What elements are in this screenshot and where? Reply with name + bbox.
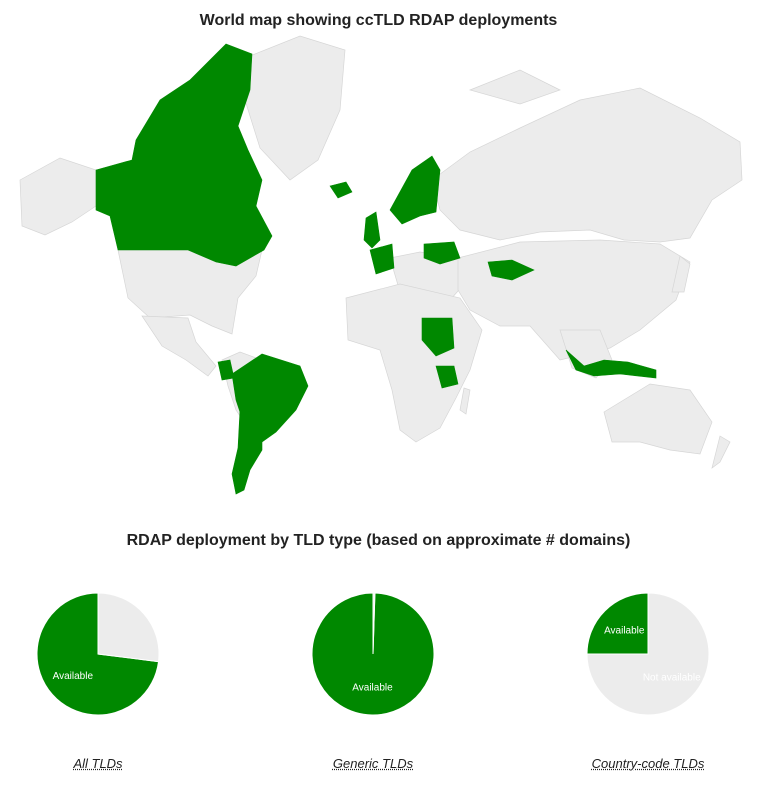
pies-title: RDAP deployment by TLD type (based on ap…: [126, 532, 631, 549]
deployed-countries: [95, 43, 657, 495]
pie-chart-2: Available Not available: [586, 592, 710, 716]
pie-caption-country-code-tlds[interactable]: Country-code TLDs: [591, 756, 705, 771]
pie-slice-not-available[interactable]: [97, 592, 160, 663]
country-ukraine: [423, 241, 461, 265]
pie-caption-generic-tlds[interactable]: Generic TLDs: [332, 756, 414, 771]
country-iceland: [329, 181, 353, 199]
pie-slice-label: Available: [604, 625, 645, 636]
country-madagascar: [459, 387, 471, 415]
pie-caption-all-tlds[interactable]: All TLDs: [73, 756, 123, 771]
region-africa: [345, 283, 483, 443]
pie-slice-not-available[interactable]: [372, 592, 376, 655]
country-mexico: [141, 315, 217, 377]
map-title: World map showing ccTLD RDAP deployments: [199, 12, 558, 29]
country-scandinavia: [389, 155, 441, 225]
country-uk: [363, 211, 381, 249]
country-australia: [603, 383, 713, 455]
country-alaska: [19, 157, 97, 236]
country-canada: [95, 43, 273, 267]
pie-chart-0: Available: [36, 592, 160, 716]
region-arctic-islands: [468, 69, 561, 105]
pie-charts: Available Available Available Not available: [36, 592, 710, 716]
country-usa: [117, 249, 263, 335]
country-russia: [431, 87, 743, 243]
country-france: [369, 243, 395, 275]
country-new-zealand: [711, 435, 731, 469]
country-argentina-chile: [231, 409, 263, 495]
pie-chart-1: Available: [311, 592, 435, 716]
world-map: [19, 35, 743, 495]
country-greenland: [239, 35, 346, 181]
country-japan: [671, 255, 691, 293]
country-sudan: [421, 317, 455, 357]
pie-slice-label: Available: [352, 683, 393, 694]
pie-slice-label: Not available: [643, 673, 701, 684]
pie-slice-label: Available: [53, 671, 94, 682]
pie-slice-not-available[interactable]: [586, 592, 710, 716]
country-indonesia: [565, 349, 657, 379]
country-uzbekistan: [487, 259, 535, 281]
pie-slice-available[interactable]: [586, 592, 649, 655]
country-peru: [217, 359, 235, 381]
country-tanzania: [435, 365, 459, 389]
